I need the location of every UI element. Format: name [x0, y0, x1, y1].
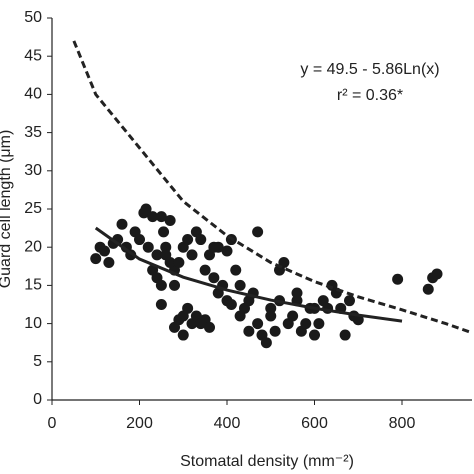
y-tick-label: 0: [33, 391, 42, 408]
point: [291, 287, 303, 299]
point: [260, 337, 272, 349]
point: [221, 245, 233, 257]
point: [182, 302, 194, 314]
point: [431, 268, 443, 280]
point: [344, 295, 355, 307]
y-axis-label: Guard cell length (μm): [0, 130, 14, 289]
y-tick-label: 45: [24, 47, 42, 64]
point: [103, 256, 115, 268]
point: [225, 299, 237, 310]
point: [164, 214, 176, 226]
point: [90, 253, 102, 265]
point: [160, 241, 172, 253]
point: [392, 273, 404, 285]
point: [182, 234, 194, 246]
point: [265, 310, 277, 322]
y-tick-label: 10: [24, 315, 42, 332]
equation: y = 49.5 - 5.86Ln(x): [300, 61, 439, 78]
y-tick-label: 30: [24, 162, 42, 179]
point: [142, 241, 154, 253]
point: [173, 256, 185, 268]
point: [300, 318, 312, 330]
point: [234, 279, 246, 291]
x-tick-label: 0: [48, 415, 57, 432]
x-tick-label: 400: [214, 415, 241, 432]
point: [208, 272, 220, 284]
point: [177, 329, 189, 341]
y-tick-label: 5: [33, 353, 42, 370]
point: [234, 310, 246, 322]
y-tick-label: 20: [24, 238, 42, 255]
fit-curve: [94, 226, 403, 323]
point: [140, 203, 152, 215]
point: [252, 226, 264, 238]
point: [212, 287, 224, 299]
x-tick-label: 800: [389, 415, 416, 432]
y-tick-label: 40: [24, 86, 42, 103]
x-tick-label: 200: [126, 415, 153, 432]
point: [155, 279, 167, 291]
y-tick-label: 25: [24, 200, 42, 217]
point: [116, 218, 128, 230]
y-tick-label: 50: [24, 9, 42, 26]
point: [313, 318, 325, 330]
point: [169, 279, 180, 291]
point: [186, 249, 198, 261]
point: [99, 245, 110, 257]
point: [287, 310, 299, 322]
x-tick-label: 600: [301, 415, 328, 432]
point: [309, 329, 320, 341]
y-tick-label: 15: [24, 277, 42, 294]
point: [155, 299, 167, 310]
point: [339, 329, 351, 341]
point: [195, 234, 207, 246]
x-axis-label: Stomatal density (mm⁻²): [180, 453, 354, 470]
r-squared: r² = 0.36*: [337, 87, 403, 104]
point: [269, 325, 281, 337]
point: [147, 211, 159, 223]
point: [352, 314, 364, 326]
point: [212, 241, 224, 253]
point: [252, 318, 264, 330]
point: [243, 325, 255, 337]
point: [199, 264, 211, 276]
point: [230, 264, 242, 276]
point: [155, 211, 167, 223]
point: [151, 249, 163, 261]
point: [164, 256, 176, 268]
fit-curve: [72, 40, 473, 335]
point: [422, 283, 434, 295]
point: [265, 302, 277, 314]
point: [274, 264, 285, 276]
point: [204, 321, 215, 333]
point: [134, 234, 145, 246]
y-tick-label: 35: [24, 124, 42, 141]
point: [158, 226, 170, 238]
